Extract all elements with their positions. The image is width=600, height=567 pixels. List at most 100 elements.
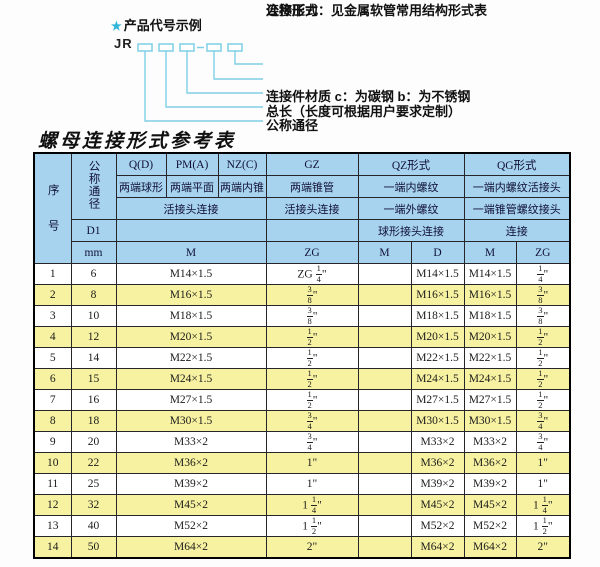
cell-m-thread: M16×1.5 <box>115 284 267 306</box>
cell-qz-d: M45×2 <box>410 494 465 516</box>
header-qg-zg-unit: ZG <box>515 241 571 264</box>
header-nz-code: NZ(C) <box>217 152 267 176</box>
header-qz-m-unit: M <box>357 241 412 264</box>
cell-qz-m <box>357 494 412 516</box>
cell-m-thread: M45×2 <box>115 494 267 516</box>
code-box-4 <box>206 43 222 52</box>
cell-qz-d: M33×2 <box>410 431 465 453</box>
cell-gz-thread: 1 1 4 " <box>265 494 359 516</box>
cell-gz-thread: 3 4 " <box>265 410 359 432</box>
cell-qg-zg: 3 4 " <box>515 410 571 432</box>
cell-qg-m: M52×2 <box>463 515 517 537</box>
header-q-desc: 两端球形 <box>115 175 167 198</box>
cell-m-thread: M52×2 <box>115 515 267 537</box>
cell-qz-m <box>357 536 412 559</box>
cell-seq: 2 <box>33 284 72 306</box>
cell-seq: 8 <box>33 410 72 432</box>
cell-qg-m: M27×1.5 <box>463 389 517 411</box>
cell-qg-zg: 1 2 " <box>515 326 571 348</box>
leader-line-material <box>234 51 263 65</box>
cell-qz-d: M18×1.5 <box>410 305 465 327</box>
cell-qg-m: M18×1.5 <box>463 305 517 327</box>
cell-qz-d: M64×2 <box>410 536 465 559</box>
header-gz-code: GZ <box>265 152 359 176</box>
cell-qz-m <box>357 473 412 495</box>
cell-gz-thread: 1 2 " <box>265 368 359 390</box>
cell-seq: 5 <box>33 347 72 369</box>
table-row: 3 10 M18×1.5 3 8 " M18×1.5 M18×1.5 3 8 " <box>33 305 571 327</box>
cell-qz-d: M27×1.5 <box>410 389 465 411</box>
table-row: 1 6 M14×1.5 ZG 1 4 " M14×1.5 M14×1.5 1 4 " <box>33 263 571 285</box>
header-nz-desc: 两端内锥 <box>217 175 267 198</box>
header-empty-mid <box>115 219 267 242</box>
table-header: 序号 公称通径 Q(D) PM(A) NZ(C) GZ QZ形式 QG形式 两端… <box>33 152 571 264</box>
diagram-title-text: 产品代号示例 <box>123 18 202 33</box>
code-box-1 <box>137 43 153 52</box>
cell-m-thread: M14×1.5 <box>115 263 267 285</box>
header-qg-code: QG形式 <box>463 152 571 176</box>
table-row: 14 50 M64×2 2" M64×2 M64×2 2" <box>33 536 571 559</box>
cell-m-thread: M24×1.5 <box>115 368 267 390</box>
cell-seq: 13 <box>33 515 72 537</box>
diagram-title: ★ 产品代号示例 <box>111 15 202 34</box>
header-qg-row4: 连接 <box>463 219 571 242</box>
header-mm: mm <box>70 241 117 264</box>
header-qg-m-unit: M <box>463 241 517 264</box>
cell-gz-thread: 2" <box>265 536 359 559</box>
diagram-label-pressure: 公称压力 <box>266 3 319 18</box>
cell-qg-m: M64×2 <box>463 536 517 559</box>
cell-qg-zg: 1 1 2 " <box>515 515 571 537</box>
header-gz-desc: 两端锥管 <box>265 175 359 198</box>
cell-qz-d: M52×2 <box>410 515 465 537</box>
cell-m-thread: M30×1.5 <box>115 410 267 432</box>
cell-qz-d: M22×1.5 <box>410 347 465 369</box>
cell-dn: 32 <box>70 494 117 516</box>
header-pm-code: PM(A) <box>165 152 219 176</box>
cell-seq: 10 <box>33 452 72 474</box>
cell-qg-zg: 1" <box>515 473 571 495</box>
header-pm-desc: 两端平面 <box>165 175 219 198</box>
table-row: 9 20 M33×2 3 4 " M33×2 M33×2 3 4 " <box>33 431 571 453</box>
diagram-label-material: 连接件材质 c：为碳钢 b：为不锈钢 <box>266 89 471 104</box>
cell-seq: 4 <box>33 326 72 348</box>
cell-qz-m <box>357 389 412 411</box>
header-qz-d-unit: D <box>410 241 465 264</box>
cell-m-thread: M64×2 <box>115 536 267 559</box>
cell-qg-zg: 3 8 " <box>515 305 571 327</box>
cell-gz-thread: 1" <box>265 473 359 495</box>
cell-gz-thread: 3 4 " <box>265 431 359 453</box>
code-box-2 <box>158 43 174 52</box>
leader-line-length <box>213 51 263 80</box>
cell-qz-m <box>357 305 412 327</box>
cell-qg-m: M14×1.5 <box>463 263 517 285</box>
cell-qg-m: M36×2 <box>463 452 517 474</box>
cell-qz-m <box>357 326 412 348</box>
cell-qz-d: M39×2 <box>410 473 465 495</box>
header-gz-row3: 活接头连接 <box>265 197 359 220</box>
cell-m-thread: M36×2 <box>115 452 267 474</box>
cell-qg-zg: 1 2 " <box>515 368 571 390</box>
cell-qz-m <box>357 515 412 537</box>
cell-m-thread: M20×1.5 <box>115 326 267 348</box>
header-seq: 序号 <box>33 152 72 264</box>
header-dn-label: 公称通径 <box>87 160 100 210</box>
cell-qz-m <box>357 368 412 390</box>
cell-dn: 6 <box>70 263 117 285</box>
cell-seq: 7 <box>33 389 72 411</box>
cell-gz-thread: ZG 1 4 " <box>265 263 359 285</box>
cell-gz-thread: 3 8 " <box>265 305 359 327</box>
cell-dn: 50 <box>70 536 117 559</box>
cell-qg-zg: 1 4 " <box>515 263 571 285</box>
cell-qg-m: M39×2 <box>463 473 517 495</box>
cell-qg-zg: 1" <box>515 452 571 474</box>
cell-dn: 18 <box>70 410 117 432</box>
cell-qg-m: M16×1.5 <box>463 284 517 306</box>
table-row: 12 32 M45×2 1 1 4 " M45×2 M45×2 1 1 4 " <box>33 494 571 516</box>
code-prefix: JR <box>114 36 133 51</box>
cell-dn: 40 <box>70 515 117 537</box>
code-boxes-and-leader-lines <box>137 43 263 122</box>
cell-dn: 22 <box>70 452 117 474</box>
cell-qg-zg: 1 2 " <box>515 347 571 369</box>
code-box-3 <box>179 43 195 52</box>
